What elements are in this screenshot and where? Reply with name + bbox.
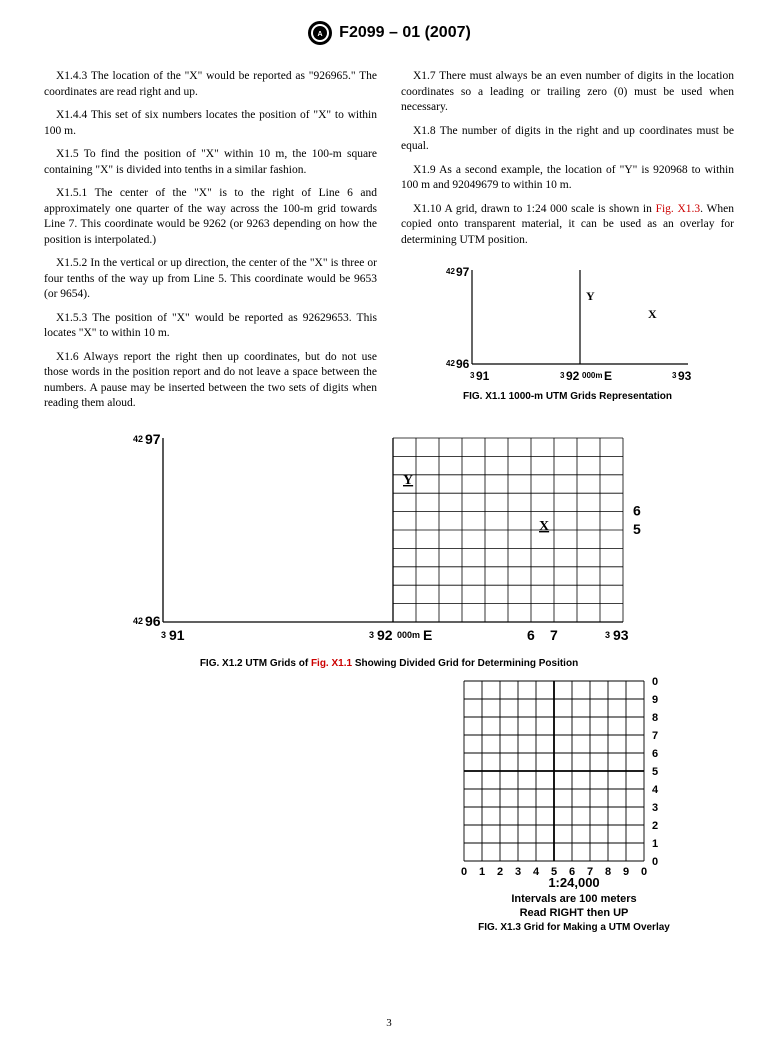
svg-text:3: 3 — [515, 866, 521, 875]
svg-text:2: 2 — [497, 866, 503, 875]
svg-text:97: 97 — [145, 431, 161, 447]
astm-logo-icon: A — [307, 20, 333, 46]
para-x110-a: X1.10 A grid, drawn to 1:24 000 scale is… — [413, 203, 656, 215]
svg-text:7: 7 — [587, 866, 593, 875]
svg-text:92: 92 — [377, 627, 393, 643]
para-x152: X1.5.2 In the vertical or up direction, … — [44, 256, 377, 303]
svg-text:9: 9 — [652, 694, 658, 706]
svg-text:91: 91 — [476, 369, 490, 383]
header-title: F2099 – 01 (2007) — [339, 24, 471, 42]
svg-text:1: 1 — [652, 838, 658, 850]
svg-text:96: 96 — [456, 357, 470, 371]
svg-text:3: 3 — [652, 802, 658, 814]
svg-text:93: 93 — [678, 369, 692, 383]
figure-x13-sub1: Intervals are 100 meters — [444, 892, 704, 906]
svg-text:000m: 000m — [397, 630, 420, 640]
svg-text:6: 6 — [633, 502, 641, 518]
para-x151: X1.5.1 The center of the "X" is to the r… — [44, 186, 377, 248]
svg-text:3: 3 — [672, 371, 677, 380]
svg-text:5: 5 — [551, 866, 557, 875]
svg-text:97: 97 — [456, 265, 470, 279]
svg-text:5: 5 — [652, 766, 658, 778]
figure-x13: 0123456789009876543210 1:24,000 Interval… — [44, 675, 734, 933]
para-x144: X1.4.4 This set of six numbers locates t… — [44, 108, 377, 139]
svg-text:3: 3 — [470, 371, 475, 380]
svg-text:7: 7 — [550, 627, 558, 643]
figure-x11: 42974296391392000mE393YX FIG. X1.1 1000-… — [401, 258, 734, 404]
para-x16: X1.6 Always report the right then up coo… — [44, 350, 377, 412]
svg-text:000m: 000m — [582, 371, 602, 380]
svg-text:8: 8 — [652, 712, 658, 724]
svg-text:6: 6 — [569, 866, 575, 875]
svg-text:5: 5 — [633, 521, 641, 537]
svg-text:9: 9 — [623, 866, 629, 875]
svg-text:3: 3 — [605, 630, 610, 640]
para-x19: X1.9 As a second example, the location o… — [401, 163, 734, 194]
figure-x13-caption: FIG. X1.3 Grid for Making a UTM Overlay — [444, 922, 704, 933]
svg-text:X: X — [648, 307, 657, 321]
svg-text:92: 92 — [566, 369, 580, 383]
page-number: 3 — [0, 1017, 778, 1029]
page-header: A F2099 – 01 (2007) — [44, 20, 734, 51]
svg-text:3: 3 — [369, 630, 374, 640]
svg-text:3: 3 — [161, 630, 166, 640]
figure-x12-caption: FIG. X1.2 UTM Grids of Fig. X1.1 Showing… — [44, 658, 734, 669]
svg-text:0: 0 — [652, 856, 658, 868]
fig2-cap-ref: Fig. X1.1 — [311, 658, 352, 669]
figure-x13-svg: 0123456789009876543210 — [444, 675, 704, 875]
svg-text:42: 42 — [446, 267, 455, 276]
figure-x12: 42974296391392000mE3936765YX FIG. X1.2 U… — [44, 424, 734, 669]
svg-text:1: 1 — [479, 866, 485, 875]
svg-text:6: 6 — [527, 627, 535, 643]
svg-text:8: 8 — [605, 866, 611, 875]
svg-text:X: X — [539, 519, 549, 534]
para-x18: X1.8 The number of digits in the right a… — [401, 124, 734, 155]
para-x15: X1.5 To find the position of "X" within … — [44, 147, 377, 178]
para-x143: X1.4.3 The location of the "X" would be … — [44, 69, 377, 100]
fig2-cap-a: FIG. X1.2 UTM Grids of — [200, 658, 311, 669]
svg-text:93: 93 — [613, 627, 629, 643]
fig2-cap-b: Showing Divided Grid for Determining Pos… — [352, 658, 578, 669]
svg-text:42: 42 — [446, 359, 455, 368]
figure-x13-scale: 1:24,000 — [444, 875, 704, 892]
svg-text:6: 6 — [652, 748, 658, 760]
svg-text:2: 2 — [652, 820, 658, 832]
svg-text:Y: Y — [586, 289, 595, 303]
para-x17: X1.7 There must always be an even number… — [401, 69, 734, 116]
svg-text:3: 3 — [560, 371, 565, 380]
svg-text:96: 96 — [145, 613, 161, 629]
svg-text:42: 42 — [133, 616, 143, 626]
svg-text:0: 0 — [461, 866, 467, 875]
text-columns: X1.4.3 The location of the "X" would be … — [44, 69, 734, 412]
svg-text:E: E — [604, 369, 612, 383]
para-x110: X1.10 A grid, drawn to 1:24 000 scale is… — [401, 202, 734, 249]
figure-x13-sub2: Read RIGHT then UP — [444, 906, 704, 920]
svg-text:0: 0 — [641, 866, 647, 875]
para-x153: X1.5.3 The position of "X" would be repo… — [44, 311, 377, 342]
svg-text:42: 42 — [133, 434, 143, 444]
fig-ref-x13: Fig. X1.3 — [656, 203, 701, 215]
figure-x11-svg: 42974296391392000mE393YX — [438, 258, 698, 388]
svg-text:4: 4 — [533, 866, 540, 875]
svg-text:0: 0 — [652, 676, 658, 688]
svg-text:Y: Y — [403, 473, 413, 488]
svg-text:4: 4 — [652, 784, 659, 796]
figure-x11-caption: FIG. X1.1 1000-m UTM Grids Representatio… — [401, 390, 734, 404]
svg-text:7: 7 — [652, 730, 658, 742]
svg-text:91: 91 — [169, 627, 185, 643]
svg-text:E: E — [423, 627, 432, 643]
svg-text:A: A — [318, 31, 323, 38]
figure-x12-svg: 42974296391392000mE3936765YX — [109, 424, 669, 656]
